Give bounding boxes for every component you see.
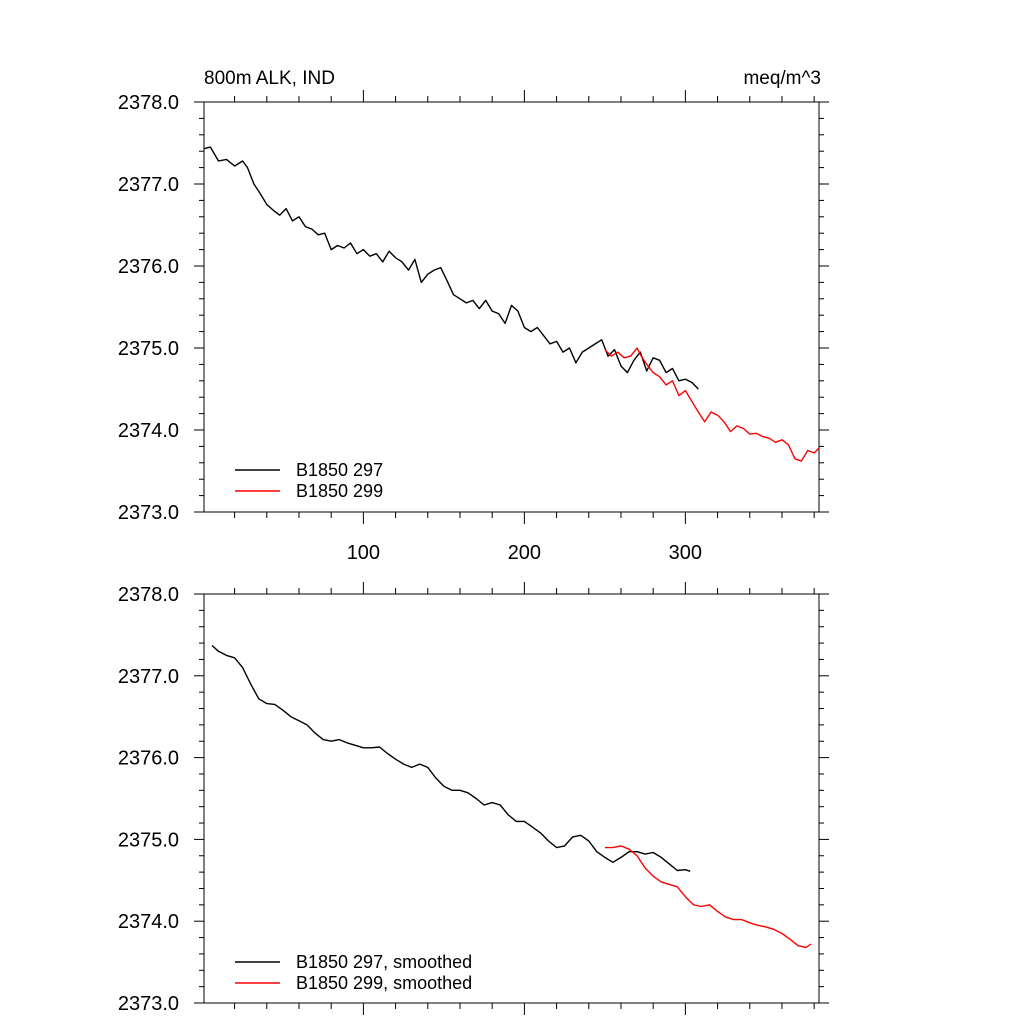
legend-label: B1850 299, smoothed — [296, 973, 472, 993]
y-tick-label: 2374.0 — [118, 420, 179, 442]
x-tick-label: 100 — [347, 542, 380, 564]
tick-marks-bottom — [194, 582, 829, 1015]
y-tick-label: 2378.0 — [118, 584, 179, 606]
bottom-panel: 2373.0 2374.0 2375.0 2376.0 2377.0 2378.0 B18… — [118, 582, 829, 1015]
plot-frame-bottom — [203, 593, 820, 1004]
x-tick-label: 300 — [669, 542, 702, 564]
y-tick-label: 2378.0 — [118, 92, 179, 114]
chart-title: 800m ALK, IND — [204, 68, 335, 89]
series-line-1 — [211, 644, 691, 872]
y-tick-label: 2377.0 — [118, 666, 179, 688]
legend-label: B1850 299 — [296, 481, 383, 501]
y-tick-label: 2374.0 — [118, 911, 179, 933]
y-tick-label: 2375.0 — [118, 338, 179, 360]
tick-marks-top — [194, 90, 829, 524]
x-tick-label: 200 — [508, 542, 541, 564]
legend-label: B1850 297, smoothed — [296, 952, 472, 972]
tick-labels-bottom: 2373.0 2374.0 2375.0 2376.0 2377.0 2378.0 — [118, 584, 179, 1015]
series-top — [203, 146, 820, 462]
tick-labels-top: 2373.0 2374.0 2375.0 2376.0 2377.0 2378.0 100 2… — [118, 92, 702, 564]
y-tick-label: 2376.0 — [118, 748, 179, 770]
y-tick-label: 2373.0 — [118, 502, 179, 524]
y-tick-label: 2377.0 — [118, 174, 179, 196]
series-line-2 — [604, 845, 812, 949]
y-tick-label: 2375.0 — [118, 829, 179, 851]
y-tick-label: 2373.0 — [118, 993, 179, 1015]
legend-label: B1850 297 — [296, 460, 383, 480]
plot-frame-top — [203, 101, 820, 513]
units-label: meq/m^3 — [743, 68, 821, 89]
top-panel: 800m ALK, IND meq/m^3 2373.0 2374.0 2375.0… — [118, 68, 829, 564]
series-line-2 — [604, 347, 820, 462]
series-line-1 — [203, 146, 699, 390]
y-tick-label: 2376.0 — [118, 256, 179, 278]
series-bottom — [211, 644, 812, 949]
